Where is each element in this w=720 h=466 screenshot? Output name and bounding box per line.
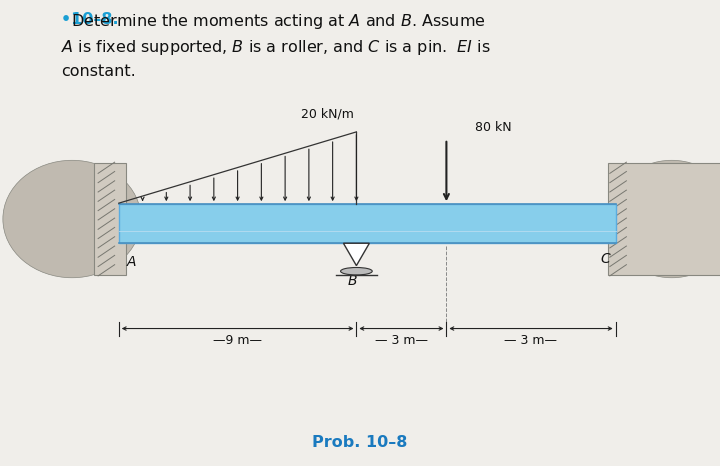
Text: 20 kN/m: 20 kN/m	[301, 107, 354, 120]
Text: 80 kN: 80 kN	[475, 121, 511, 134]
Bar	[94, 163, 126, 275]
Ellipse shape	[341, 267, 372, 275]
Text: —9 m—: —9 m—	[213, 334, 262, 347]
Text: $A$: $A$	[126, 255, 138, 269]
Ellipse shape	[608, 160, 720, 278]
Text: — 3 m—: — 3 m—	[375, 334, 428, 347]
Ellipse shape	[3, 160, 141, 278]
Text: — 3 m—: — 3 m—	[505, 334, 557, 347]
Text: Prob. 10–8: Prob. 10–8	[312, 435, 408, 450]
Bar	[608, 163, 720, 275]
Text: Determine the moments acting at $A$ and $B$. Assume
$A$ is fixed supported, $B$ : Determine the moments acting at $A$ and …	[61, 12, 491, 79]
Text: $C$: $C$	[600, 252, 612, 266]
Polygon shape	[343, 243, 369, 266]
Text: •​10–8.: •​10–8.	[61, 12, 119, 27]
Text: $B$: $B$	[348, 274, 358, 288]
Bar	[119, 204, 616, 243]
